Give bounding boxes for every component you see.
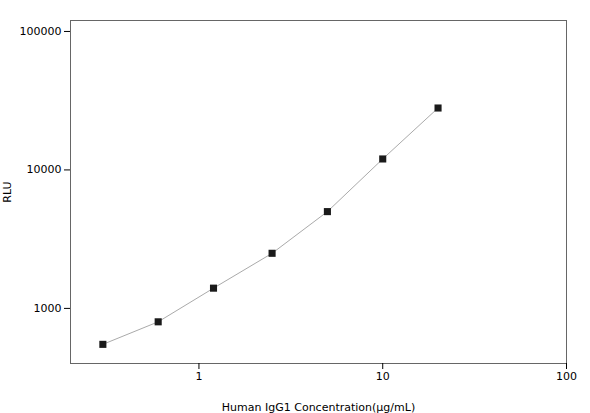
- svg-text:Human IgG1 Concentration(μg/mL: Human IgG1 Concentration(μg/mL): [222, 401, 415, 413]
- svg-text:1000: 1000: [34, 302, 62, 315]
- svg-text:RLU: RLU: [1, 181, 14, 202]
- svg-text:10000: 10000: [27, 163, 62, 176]
- svg-text:1: 1: [195, 370, 202, 383]
- svg-text:100000: 100000: [20, 25, 62, 38]
- svg-text:10: 10: [376, 370, 390, 383]
- svg-text:100: 100: [556, 370, 577, 383]
